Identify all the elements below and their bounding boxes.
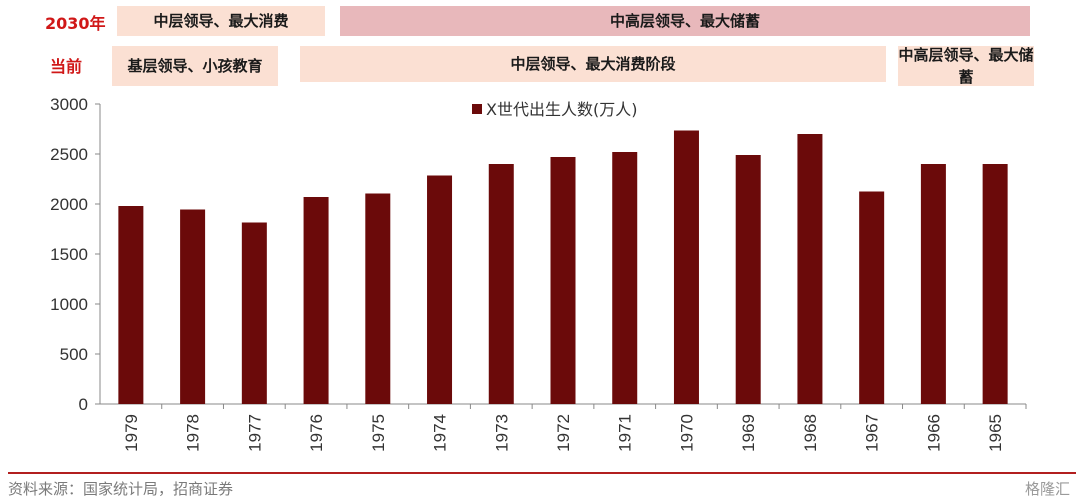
band-current-mid-consumption: 中层领导、最大消费阶段 (300, 46, 886, 82)
bar (488, 164, 514, 404)
bar (735, 155, 761, 404)
bar (612, 152, 638, 404)
bar-chart: 0 500 1000 1500 2000 2500 3000 1979 1978 1977 1976… (50, 95, 1027, 452)
x-tick-label: 1978 (184, 414, 203, 452)
x-tick-label: 1969 (739, 414, 758, 452)
bar (118, 206, 144, 404)
y-tick-label: 3000 (50, 95, 88, 114)
x-tick-label: 1974 (431, 414, 450, 452)
x-tick-label: 1975 (369, 414, 388, 452)
x-tick-label: 1972 (554, 414, 573, 452)
bar (303, 197, 329, 404)
bar (859, 191, 885, 404)
x-tick-label: 1967 (863, 414, 882, 452)
y-tick-label: 2000 (50, 195, 88, 214)
x-tick-label: 1970 (677, 414, 696, 452)
source-note: 资料来源：国家统计局，招商证券 (8, 480, 234, 498)
watermark-logo: 格隆汇 (1024, 480, 1070, 498)
x-tick-label: 1968 (801, 414, 820, 452)
bar (920, 164, 946, 404)
row-label-2030: 2030年 (45, 14, 106, 33)
bar (180, 209, 206, 404)
y-tick-label: 1000 (50, 295, 88, 314)
bar (365, 193, 391, 404)
band-2030-senior-saving: 中高层领导、最大储蓄 (340, 6, 1030, 36)
x-tick-label: 1979 (122, 414, 141, 452)
bar (673, 130, 699, 404)
legend-label: X世代出生人数(万人) (486, 100, 637, 119)
bar (797, 134, 823, 404)
row-label-current: 当前 (50, 57, 83, 76)
x-tick-label: 1977 (245, 414, 264, 452)
bar (982, 164, 1008, 404)
footer-rule (8, 472, 1076, 474)
x-tick-label: 1965 (986, 414, 1005, 452)
bar (550, 157, 576, 404)
x-tick-label: 1966 (924, 414, 943, 452)
band-current-junior-education: 基层领导、小孩教育 (112, 46, 278, 86)
x-tick-label: 1973 (492, 414, 511, 452)
legend-swatch (472, 104, 482, 114)
x-tick-label: 1971 (616, 414, 635, 452)
band-current-senior-saving: 中高层领导、最大储蓄 (898, 46, 1034, 86)
band-2030-mid-consumption: 中层领导、最大消费 (117, 6, 325, 36)
bar (427, 175, 453, 404)
y-tick-label: 1500 (50, 245, 88, 264)
y-tick-label: 500 (60, 345, 88, 364)
bar (241, 222, 267, 404)
y-tick-label: 2500 (50, 145, 88, 164)
y-tick-label: 0 (79, 395, 88, 414)
x-tick-label: 1976 (307, 414, 326, 452)
